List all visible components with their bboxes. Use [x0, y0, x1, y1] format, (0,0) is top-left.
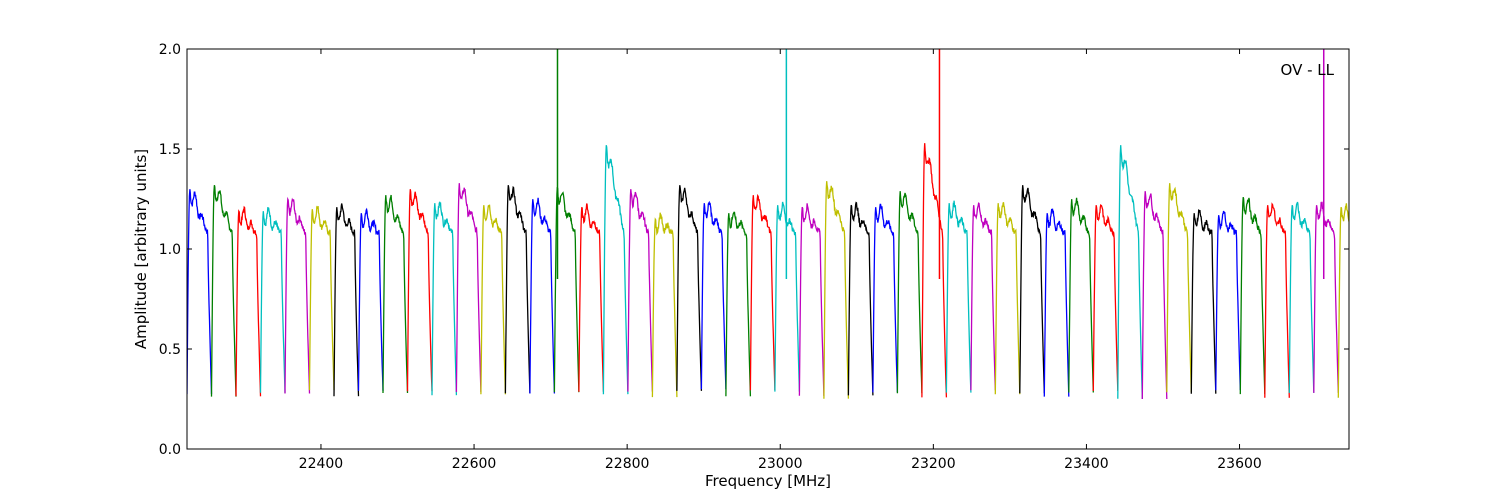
- series-line-52: [1436, 195, 1461, 389]
- y-tick-label: 0.5: [159, 342, 181, 358]
- series-line-34: [994, 202, 1021, 395]
- series-line-32: [945, 200, 972, 393]
- series-layer: [187, 49, 1500, 400]
- series-line-31: [921, 143, 948, 398]
- series-line-43: [1215, 210, 1241, 391]
- series-line-46: [1288, 201, 1315, 393]
- series-line-49: [1363, 203, 1388, 394]
- series-line-10: [406, 189, 433, 392]
- series-line-40: [1141, 191, 1168, 400]
- series-line-54: [1485, 145, 1500, 392]
- series-line-21: [676, 185, 703, 391]
- series-line-48: [1337, 203, 1349, 398]
- series-line-24: [749, 193, 776, 391]
- series-line-8: [357, 207, 384, 391]
- x-tick-label: 22400: [299, 456, 344, 472]
- series-line-6: [308, 205, 335, 391]
- series-line-36: [1043, 208, 1070, 397]
- series-line-7: [333, 203, 360, 397]
- series-line-33: [970, 202, 996, 391]
- x-tick-label: 23400: [1064, 456, 1109, 472]
- series-line-38: [1092, 203, 1119, 392]
- baseline-annotation: OV - LL: [1281, 61, 1335, 79]
- series-line-53: [1461, 193, 1486, 398]
- series-line-25: [774, 201, 801, 392]
- series-line-28: [847, 201, 874, 396]
- series-line-44: [1239, 197, 1266, 395]
- y-axis: 0.0 0.5 1.0 1.5 2.0: [159, 42, 1349, 458]
- series-line-22: [700, 200, 727, 390]
- x-axis-label: Frequency [MHz]: [705, 472, 831, 490]
- x-tick-label: 23200: [911, 456, 956, 472]
- series-line-23: [725, 211, 752, 397]
- series-line-17: [578, 203, 605, 392]
- x-tick-label: 22800: [605, 456, 650, 472]
- series-line-16: [553, 187, 580, 393]
- y-tick-label: 1.0: [159, 242, 181, 258]
- series-line-5: [284, 196, 311, 394]
- series-line-27: [823, 181, 850, 399]
- series-line-13: [480, 204, 507, 395]
- series-line-26: [798, 203, 825, 396]
- series-line-1: [187, 189, 213, 395]
- x-tick-label: 22600: [452, 456, 497, 472]
- series-line-50: [1387, 207, 1412, 395]
- y-tick-label: 0.0: [159, 442, 181, 458]
- series-line-45: [1264, 202, 1290, 398]
- series-line-29: [872, 203, 899, 393]
- plot-frame: [186, 48, 1350, 450]
- series-line-19: [627, 189, 654, 392]
- series-line-39: [1117, 145, 1143, 399]
- series-line-14: [504, 185, 531, 394]
- series-line-51: [1412, 181, 1437, 390]
- series-line-47: [1313, 201, 1339, 393]
- series-line-42: [1190, 209, 1217, 394]
- series-line-11: [431, 201, 458, 396]
- series-line-20: [651, 212, 678, 398]
- series-line-9: [382, 194, 409, 394]
- series-line-35: [1019, 185, 1045, 394]
- series-line-37: [1068, 197, 1094, 393]
- series-line-15: [529, 197, 556, 394]
- x-tick-label: 23600: [1217, 456, 1262, 472]
- x-axis: 22400 22600 22800 23000 23200 23400 23600: [299, 49, 1262, 472]
- series-line-18: [602, 145, 629, 395]
- y-tick-label: 1.5: [159, 142, 181, 158]
- series-line-30: [896, 191, 923, 394]
- x-tick-label: 23000: [758, 456, 803, 472]
- y-axis-label: Amplitude [arbitrary units]: [132, 149, 150, 349]
- series-line-2: [210, 185, 237, 397]
- series-line-3: [235, 205, 262, 397]
- y-tick-label: 2.0: [159, 42, 181, 58]
- series-line-41: [1166, 183, 1192, 393]
- series-line-4: [259, 206, 286, 393]
- series-line-12: [455, 183, 482, 393]
